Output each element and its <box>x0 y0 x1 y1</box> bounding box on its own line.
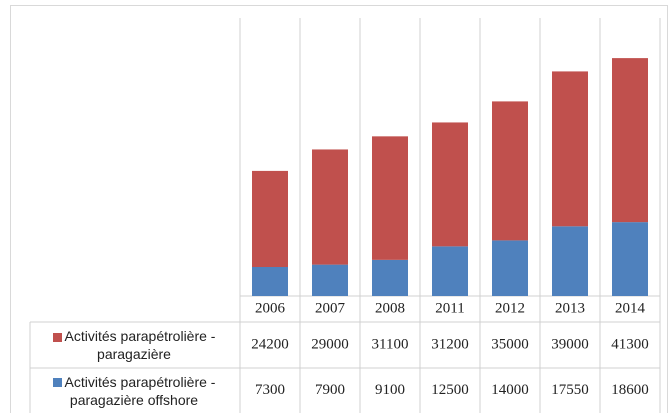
bar-segment <box>252 170 288 268</box>
bar-segment <box>252 267 288 296</box>
table-value: 39000 <box>551 336 589 352</box>
bar-segment <box>312 264 348 296</box>
table-value: 31100 <box>372 336 409 352</box>
legend-text: Activités parapétrolière - paragazière <box>64 328 216 362</box>
x-tick-label: 2014 <box>615 300 646 316</box>
legend-label: Activités parapétrolière - paragazière <box>30 327 238 363</box>
table-value: 12500 <box>431 382 469 398</box>
table-value: 41300 <box>611 336 649 352</box>
legend-entry: Activités parapétrolière - paragazière o… <box>30 368 238 413</box>
x-tick-label: 2011 <box>435 300 464 316</box>
table-value: 31200 <box>431 336 469 352</box>
bar-segment <box>432 246 468 296</box>
legend-entry: Activités parapétrolière - paragazière <box>30 322 238 368</box>
table-value: 35000 <box>491 336 529 352</box>
legend-key <box>52 332 62 342</box>
table-value: 17550 <box>551 382 589 398</box>
x-tick-label: 2007 <box>315 300 346 316</box>
table-value: 29000 <box>311 336 349 352</box>
table-value: 18600 <box>611 382 649 398</box>
bar-segment <box>492 240 528 296</box>
x-tick-label: 2012 <box>495 300 525 316</box>
legend-key <box>52 378 62 388</box>
legend-text: Activités parapétrolière - paragazière o… <box>64 373 216 408</box>
table-value: 9100 <box>375 382 405 398</box>
x-tick-label: 2006 <box>255 300 286 316</box>
bar-segment <box>552 226 588 296</box>
bar-segment <box>432 122 468 247</box>
legend-label: Activités parapétrolière - paragazière o… <box>30 373 238 409</box>
bar-segment <box>492 101 528 241</box>
bar-segment <box>372 259 408 296</box>
bar-segment <box>552 71 588 227</box>
bar-segment <box>312 149 348 265</box>
x-tick-label: 2013 <box>555 300 585 316</box>
chart-border <box>10 5 668 413</box>
table-value: 14000 <box>491 382 529 398</box>
table-value: 7900 <box>315 382 345 398</box>
table-value: 24200 <box>251 336 289 352</box>
x-tick-label: 2008 <box>375 300 405 316</box>
bar-segment <box>612 222 648 296</box>
bar-segment <box>372 136 408 260</box>
bar-segment <box>612 58 648 223</box>
table-value: 7300 <box>255 382 285 398</box>
